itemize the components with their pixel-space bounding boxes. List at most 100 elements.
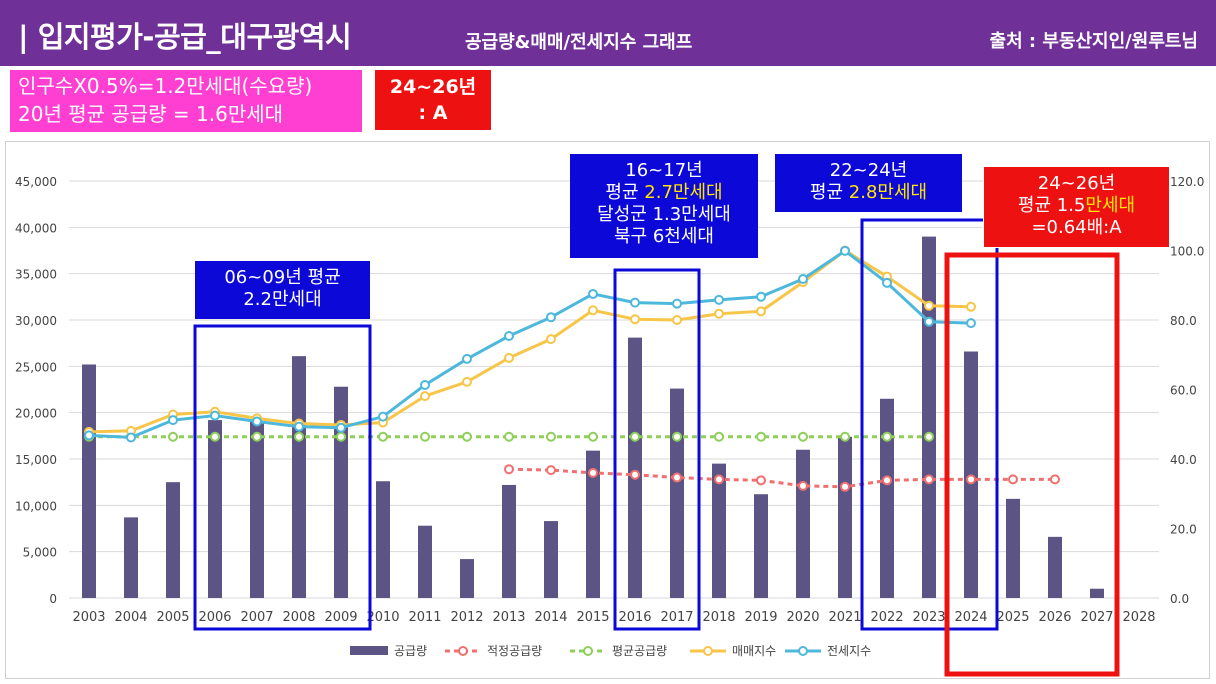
annotation-2224-line2-pre: 평균 bbox=[809, 182, 849, 203]
right-tick-label: 20.0 bbox=[1170, 523, 1197, 537]
left-tick-label: 0 bbox=[49, 592, 57, 606]
series-point bbox=[462, 376, 472, 387]
series-point bbox=[882, 475, 892, 486]
page-subtitle: 공급량&매매/전세지수 그래프 bbox=[465, 32, 693, 53]
annotation-2224-line1: 22~24년 bbox=[829, 160, 908, 181]
series-point bbox=[504, 330, 514, 341]
series-point bbox=[84, 430, 94, 441]
supply-bar bbox=[1006, 498, 1020, 598]
series-point bbox=[630, 469, 640, 480]
supply-bar bbox=[376, 481, 390, 598]
supply-bar bbox=[166, 482, 180, 598]
series-point bbox=[378, 431, 388, 442]
series-point bbox=[336, 431, 346, 442]
legend-label: 매매지수 bbox=[732, 644, 776, 658]
left-tick-label: 10,000 bbox=[15, 499, 57, 513]
legend-label: 적정공급량 bbox=[487, 644, 542, 658]
series-point bbox=[840, 245, 850, 256]
right-tick-label: 100.0 bbox=[1170, 245, 1204, 259]
right-tick-label: 40.0 bbox=[1170, 453, 1197, 467]
grade-note-line2: : A bbox=[418, 102, 448, 124]
series-point bbox=[966, 318, 976, 329]
series-point bbox=[630, 314, 640, 325]
supply-bar bbox=[712, 463, 726, 598]
series-point bbox=[798, 480, 808, 491]
supply-bar bbox=[544, 521, 558, 598]
chart-frame bbox=[5, 141, 1210, 679]
x-tick-label: 2025 bbox=[996, 610, 1029, 625]
grade-note: 24~26년 : A bbox=[375, 70, 491, 130]
x-tick-label: 2010 bbox=[366, 610, 399, 625]
x-tick-label: 2007 bbox=[240, 610, 273, 625]
series-point bbox=[420, 431, 430, 442]
x-tick-label: 2024 bbox=[954, 610, 987, 625]
page-title: | 입지평가-공급_대구광역시 bbox=[18, 20, 352, 54]
legend-label: 평균공급량 bbox=[612, 644, 667, 658]
legend-label: 공급량 bbox=[394, 644, 427, 658]
series-point bbox=[672, 315, 682, 325]
series-point bbox=[588, 431, 598, 442]
series-point bbox=[546, 334, 556, 345]
supply-bar bbox=[754, 494, 768, 598]
series-point bbox=[252, 431, 262, 442]
series-point bbox=[672, 431, 682, 442]
x-tick-label: 2009 bbox=[324, 610, 357, 625]
annotation-2224: 22~24년 평균 2.8만세대 bbox=[775, 154, 962, 212]
series-point bbox=[294, 421, 304, 432]
series-point bbox=[630, 431, 640, 442]
x-tick-label: 2012 bbox=[450, 610, 483, 625]
x-tick-label: 2021 bbox=[828, 610, 861, 625]
highlight-rect bbox=[613, 268, 701, 631]
series-point bbox=[966, 301, 976, 312]
supply-bar bbox=[292, 356, 306, 598]
series-point bbox=[630, 297, 640, 308]
x-tick-label: 2015 bbox=[576, 610, 609, 625]
series-point bbox=[882, 277, 892, 288]
supply-bar bbox=[460, 559, 474, 598]
annotation-2426-line2-hl: 만세대 bbox=[1085, 195, 1136, 216]
left-tick-label: 40,000 bbox=[15, 221, 57, 235]
annotation-1617-line4: 북구 6천세대 bbox=[614, 226, 714, 247]
supply-bar bbox=[82, 364, 96, 598]
series-point bbox=[546, 431, 556, 442]
series-point bbox=[882, 431, 892, 442]
x-tick-label: 2003 bbox=[72, 610, 105, 625]
annotation-2426: 24~26년 평균 1.5만세대 =0.64배:A bbox=[983, 166, 1170, 248]
x-tick-label: 2027 bbox=[1080, 610, 1113, 625]
series-point bbox=[714, 431, 724, 442]
series-point bbox=[210, 431, 220, 442]
series-point bbox=[714, 294, 724, 305]
supply-bar bbox=[1048, 536, 1062, 598]
series-point bbox=[504, 352, 514, 363]
x-tick-label: 2008 bbox=[282, 610, 315, 625]
supply-bar bbox=[208, 420, 222, 598]
index-lines bbox=[84, 245, 1060, 492]
demand-note: 인구수X0.5%=1.2만세대(수요량) 20년 평균 공급량 = 1.6만세대 bbox=[10, 70, 362, 132]
series-point bbox=[756, 306, 766, 317]
series-line bbox=[88, 249, 972, 439]
supply-bar bbox=[796, 449, 810, 598]
series-point bbox=[168, 431, 178, 442]
right-tick-label: 80.0 bbox=[1170, 314, 1197, 328]
series-point bbox=[672, 298, 682, 309]
series-point bbox=[714, 474, 724, 485]
legend-marker bbox=[458, 646, 468, 656]
left-tick-label: 45,000 bbox=[15, 175, 57, 189]
left-tick-label: 25,000 bbox=[15, 360, 57, 374]
x-tick-label: 2028 bbox=[1122, 610, 1155, 625]
series-point bbox=[504, 431, 514, 442]
source-label: 출처 : 부동산지인/원루트님 bbox=[989, 31, 1198, 52]
supply-bar bbox=[880, 398, 894, 598]
right-tick-label: 0.0 bbox=[1170, 592, 1189, 606]
supply-bar bbox=[922, 236, 936, 598]
series-point bbox=[420, 379, 430, 390]
supply-bar bbox=[670, 388, 684, 598]
series-point bbox=[798, 273, 808, 284]
grade-note-line1: 24~26년 bbox=[389, 76, 477, 98]
series-point bbox=[924, 300, 934, 311]
left-tick-label: 30,000 bbox=[15, 314, 57, 328]
highlight-rects bbox=[193, 218, 1120, 677]
left-axis-ticks: 0 5,000 10,000 15,000 20,000 25,000 30,000 35,0… bbox=[15, 175, 57, 606]
x-tick-label: 2006 bbox=[198, 610, 231, 625]
series-point bbox=[588, 305, 598, 316]
